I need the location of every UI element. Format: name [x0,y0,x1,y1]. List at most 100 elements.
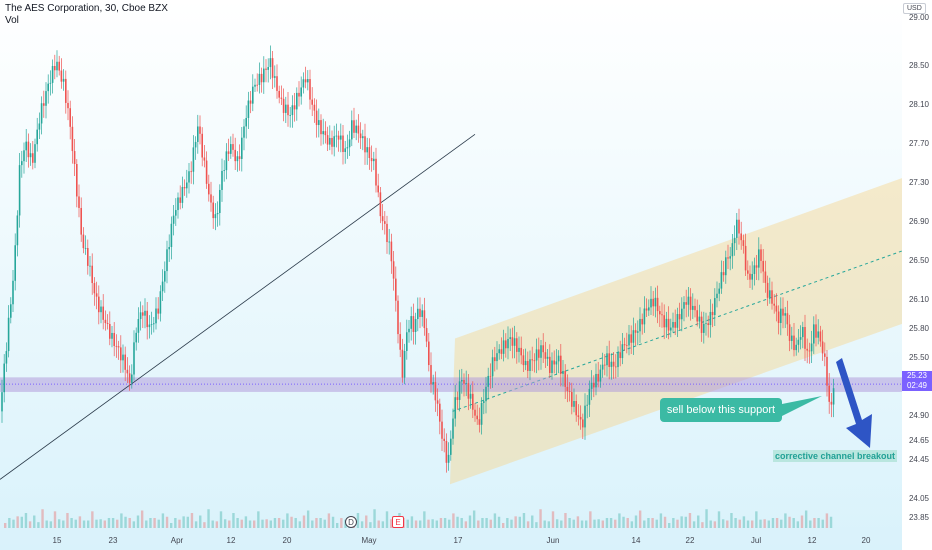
candle-body [219,189,221,214]
earnings-event-icon[interactable]: E [392,516,404,528]
volume-bar [705,509,708,528]
candle-body [381,216,384,222]
currency-badge[interactable]: USD [903,3,926,14]
volume-bar [767,520,770,528]
volume-bar [228,520,231,528]
candle-body [430,365,432,385]
volume-bar [701,522,704,528]
volume-bar [389,519,393,528]
volume-bar [207,509,210,528]
candle-body [252,86,254,104]
sell-callout: sell below this support [660,398,782,422]
candle-body [487,375,489,387]
candle-body [82,234,85,249]
candle-body [661,314,663,316]
candle-body [540,345,542,358]
candle-body [399,334,401,350]
volume-bar [182,516,185,528]
candle-body [291,105,294,116]
candle-body [716,293,718,299]
volume-bar [589,511,592,528]
candle-body [489,375,492,377]
candle-body [485,386,487,402]
volume-bar [614,519,617,528]
candle-body [771,290,773,304]
volume-bar [194,521,198,528]
candle-body [410,316,412,329]
volume-bar [4,523,7,528]
candle-body [208,183,210,195]
volume-bar [12,519,15,528]
candle-body [575,400,577,416]
candle-body [397,300,399,335]
volume-bar [74,519,77,528]
candle-body [483,401,485,403]
x-tick-label: Jun [546,536,560,545]
candle-body [606,353,608,366]
volume-bar [294,518,297,528]
candle-body [331,137,333,147]
volume-bar [775,518,779,528]
volume-bar [609,518,613,528]
volume-bar [497,516,501,528]
candle-body [725,257,727,276]
candle-body [230,144,232,154]
candle-body [441,421,443,439]
candle-body [205,160,208,184]
volume-bar [132,521,136,528]
candle-body [663,315,665,328]
volume-bar [547,521,551,528]
candle-body [148,324,151,328]
candle-body [16,215,19,246]
candle-body [714,298,716,316]
volume-bar [825,513,829,528]
volume-bar [572,519,575,528]
candle-body [377,185,379,193]
volume-bar [634,515,638,528]
candle-body [232,144,234,150]
candle-body [421,310,423,317]
volume-bar [219,511,223,528]
candle-body [32,153,34,163]
candle-body [403,350,406,378]
candle-body [333,136,335,147]
candle-body [659,311,661,315]
candle-body [142,312,144,316]
volume-bar [460,518,463,528]
candle-body [428,341,430,366]
volume-bar [373,509,376,528]
candle-body [698,316,701,322]
volume-bar [817,518,820,528]
candle-body [335,135,338,137]
volume-bar [717,511,721,528]
candle-body [797,339,800,345]
candle-body [27,141,30,158]
candle-body [293,105,296,110]
volume-bar [257,511,260,528]
price-axis[interactable] [902,0,932,550]
candle-body [601,364,604,370]
candle-body [161,281,164,292]
volume-bar [87,520,90,528]
candle-body [135,332,137,343]
dividend-event-icon[interactable]: D [345,516,357,528]
volume-bar [298,521,302,528]
volume-bar [369,522,372,528]
candle-body [370,157,373,162]
candle-body [674,322,676,328]
candle-body [84,248,87,249]
candle-body [54,65,56,71]
candle-body [608,353,610,367]
volume-bar [709,520,712,528]
volume-bar [170,523,173,528]
volume-bar [564,513,567,528]
candle-body [555,361,558,365]
volume-bar [643,520,646,528]
candle-body [687,296,690,305]
volume-bar [522,513,526,528]
volume-bar [377,520,380,528]
candle-body [203,157,206,161]
candle-body [764,271,767,283]
